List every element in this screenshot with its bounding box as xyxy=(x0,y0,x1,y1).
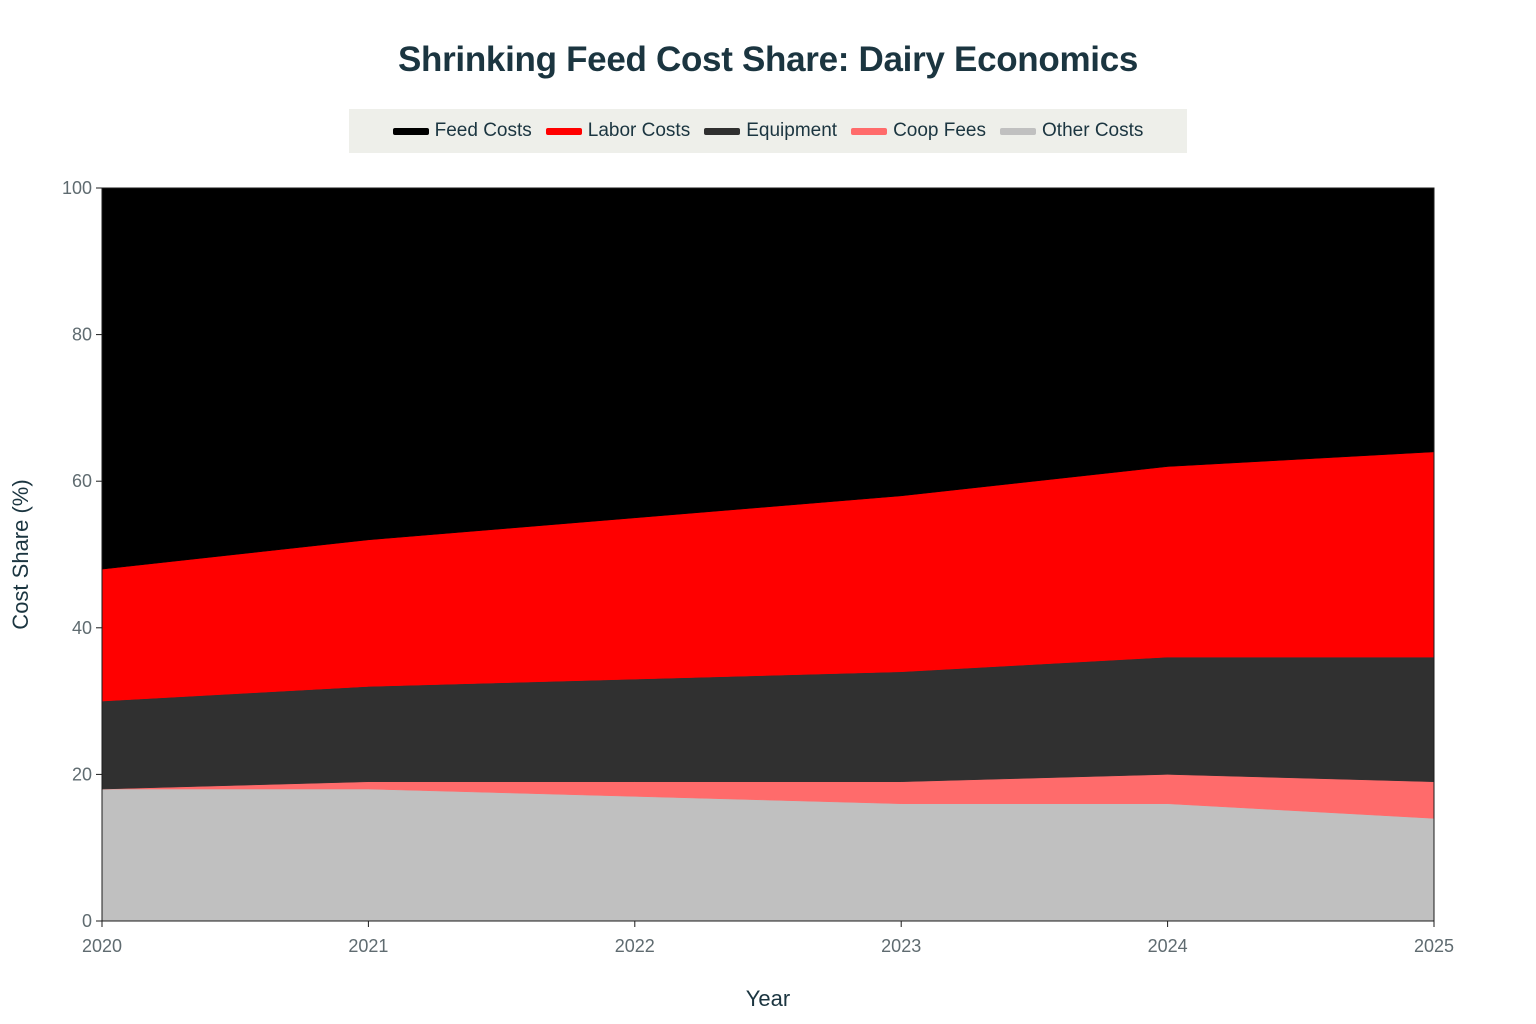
legend-label-feed-costs: Feed Costs xyxy=(434,120,532,141)
legend-label-labor-costs: Labor Costs xyxy=(587,120,691,141)
legend-label-other-costs: Other Costs xyxy=(1042,120,1144,141)
y-tick-label: 40 xyxy=(72,618,92,638)
legend-swatch-equipment xyxy=(704,127,741,135)
plot-frame xyxy=(101,187,1435,922)
x-tick-label: 2024 xyxy=(1148,936,1188,956)
legend-item-equipment[interactable]: Equipment xyxy=(704,120,837,142)
legend-item-coop-fees[interactable]: Coop Fees xyxy=(851,120,986,142)
y-tick-label: 100 xyxy=(62,178,92,198)
y-tick-label: 80 xyxy=(72,325,92,345)
x-tick-label: 2025 xyxy=(1414,936,1454,956)
legend-swatch-other-costs xyxy=(1000,127,1037,135)
y-tick-label: 60 xyxy=(72,471,92,491)
x-tick-label: 2022 xyxy=(615,936,655,956)
y-axis-title: Cost Share (%) xyxy=(8,479,33,629)
legend-item-labor-costs[interactable]: Labor Costs xyxy=(545,120,691,142)
legend-item-other-costs[interactable]: Other Costs xyxy=(1000,120,1143,142)
legend-label-coop-fees: Coop Fees xyxy=(893,120,987,141)
legend-swatch-feed-costs xyxy=(392,127,429,135)
legend-label-equipment: Equipment xyxy=(746,120,838,141)
area-other-costs[interactable] xyxy=(101,788,1435,922)
y-tick-label: 0 xyxy=(82,911,92,931)
x-tick-label: 2020 xyxy=(82,936,122,956)
legend-swatch-coop-fees xyxy=(851,127,888,135)
legend: Feed Costs Labor Costs Equipment Coop Fe… xyxy=(349,109,1187,153)
areas-layer xyxy=(101,187,1435,922)
x-tick-label: 2023 xyxy=(881,936,921,956)
y-tick-label: 20 xyxy=(72,764,92,784)
x-axis-title: Year xyxy=(746,986,790,1011)
x-axis: 2020 2021 2022 2023 2024 2025 xyxy=(82,921,1454,956)
chart-title: Shrinking Feed Cost Share: Dairy Economi… xyxy=(397,40,1139,79)
legend-swatch-labor-costs xyxy=(545,127,582,135)
y-axis: 0 20 40 60 80 100 xyxy=(62,178,102,931)
x-tick-label: 2021 xyxy=(348,936,388,956)
legend-item-feed-costs[interactable]: Feed Costs xyxy=(392,120,532,142)
